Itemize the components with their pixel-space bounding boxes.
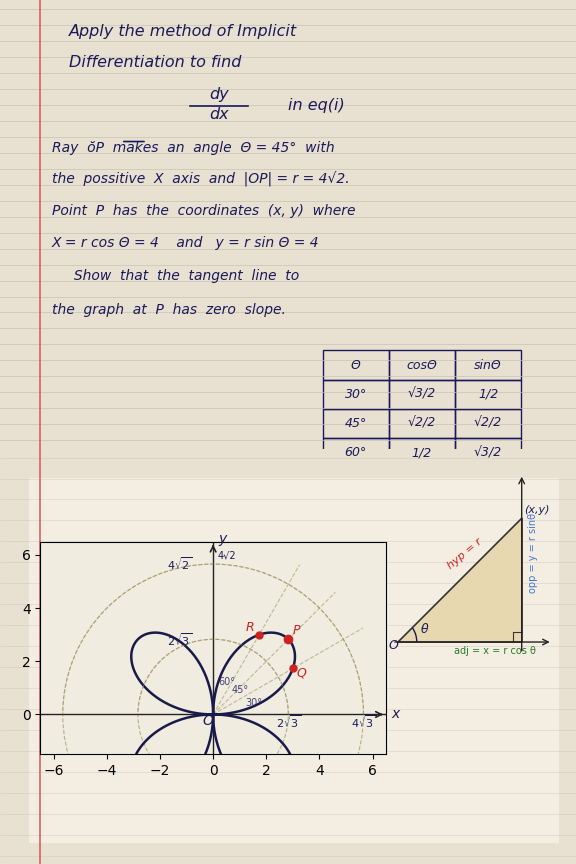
Bar bbox=[389, 351, 455, 379]
Text: √2/2: √2/2 bbox=[474, 417, 502, 430]
Text: y: y bbox=[218, 532, 227, 546]
Text: 45°: 45° bbox=[232, 685, 249, 696]
Bar bbox=[455, 351, 521, 379]
Text: Apply the method of Implicit: Apply the method of Implicit bbox=[69, 24, 297, 39]
Text: $4\sqrt{3}$: $4\sqrt{3}$ bbox=[351, 713, 376, 730]
Text: Differentiation to find: Differentiation to find bbox=[69, 55, 241, 70]
Text: R: R bbox=[246, 620, 255, 633]
Text: √3/2: √3/2 bbox=[408, 388, 436, 401]
Text: √3/2: √3/2 bbox=[474, 446, 502, 459]
Bar bbox=[29, 479, 559, 843]
Bar bbox=[389, 438, 455, 467]
Text: θ: θ bbox=[420, 623, 428, 636]
Text: Q: Q bbox=[297, 666, 307, 679]
Text: 1/2: 1/2 bbox=[478, 388, 498, 401]
Bar bbox=[323, 379, 389, 409]
Text: P: P bbox=[292, 624, 300, 637]
Text: O: O bbox=[203, 714, 213, 728]
Text: O: O bbox=[388, 639, 398, 652]
Text: opp = y = r sinθ: opp = y = r sinθ bbox=[528, 513, 538, 593]
Bar bbox=[455, 409, 521, 438]
Bar bbox=[323, 438, 389, 467]
Bar bbox=[323, 351, 389, 379]
Text: dx: dx bbox=[209, 107, 229, 122]
Text: (x,y): (x,y) bbox=[524, 505, 550, 515]
Text: 60°: 60° bbox=[344, 446, 367, 459]
Text: 1/2: 1/2 bbox=[412, 446, 432, 459]
Text: 30°: 30° bbox=[245, 698, 262, 708]
Text: Show  that  the  tangent  line  to: Show that the tangent line to bbox=[52, 270, 299, 283]
Text: $2\sqrt{3}$: $2\sqrt{3}$ bbox=[167, 631, 192, 648]
Bar bbox=[455, 438, 521, 467]
Text: √2/2: √2/2 bbox=[408, 417, 436, 430]
Text: the  graph  at  P  has  zero  slope.: the graph at P has zero slope. bbox=[52, 303, 286, 317]
Text: cosΘ: cosΘ bbox=[407, 359, 437, 372]
Text: 30°: 30° bbox=[344, 388, 367, 401]
Text: $2\sqrt{3}$: $2\sqrt{3}$ bbox=[276, 713, 301, 730]
Text: 60°: 60° bbox=[218, 677, 236, 687]
Bar bbox=[389, 409, 455, 438]
Text: 4√2: 4√2 bbox=[217, 550, 236, 561]
Text: adj = x = r cos θ: adj = x = r cos θ bbox=[454, 645, 536, 656]
Text: the  possitive  X  axis  and  |OP| = r = 4√2.: the possitive X axis and |OP| = r = 4√2. bbox=[52, 172, 350, 187]
Text: 45°: 45° bbox=[344, 417, 367, 430]
Text: $4\sqrt{2}$: $4\sqrt{2}$ bbox=[167, 556, 192, 573]
Text: Point  P  has  the  coordinates  (x, y)  where: Point P has the coordinates (x, y) where bbox=[52, 204, 355, 219]
Text: Ray  ŏP  makes  an  angle  Θ = 45°  with: Ray ŏP makes an angle Θ = 45° with bbox=[52, 141, 335, 156]
Text: Θ: Θ bbox=[351, 359, 361, 372]
Polygon shape bbox=[398, 518, 522, 642]
Text: in eq(i): in eq(i) bbox=[288, 98, 345, 113]
Bar bbox=[389, 379, 455, 409]
Bar bbox=[455, 379, 521, 409]
Text: x: x bbox=[391, 708, 400, 721]
Text: hyp = r: hyp = r bbox=[445, 537, 484, 571]
Text: dy: dy bbox=[209, 87, 229, 102]
Bar bbox=[323, 409, 389, 438]
Text: sinΘ: sinΘ bbox=[474, 359, 502, 372]
Text: X = r cos Θ = 4    and   y = r sin Θ = 4: X = r cos Θ = 4 and y = r sin Θ = 4 bbox=[52, 236, 320, 250]
